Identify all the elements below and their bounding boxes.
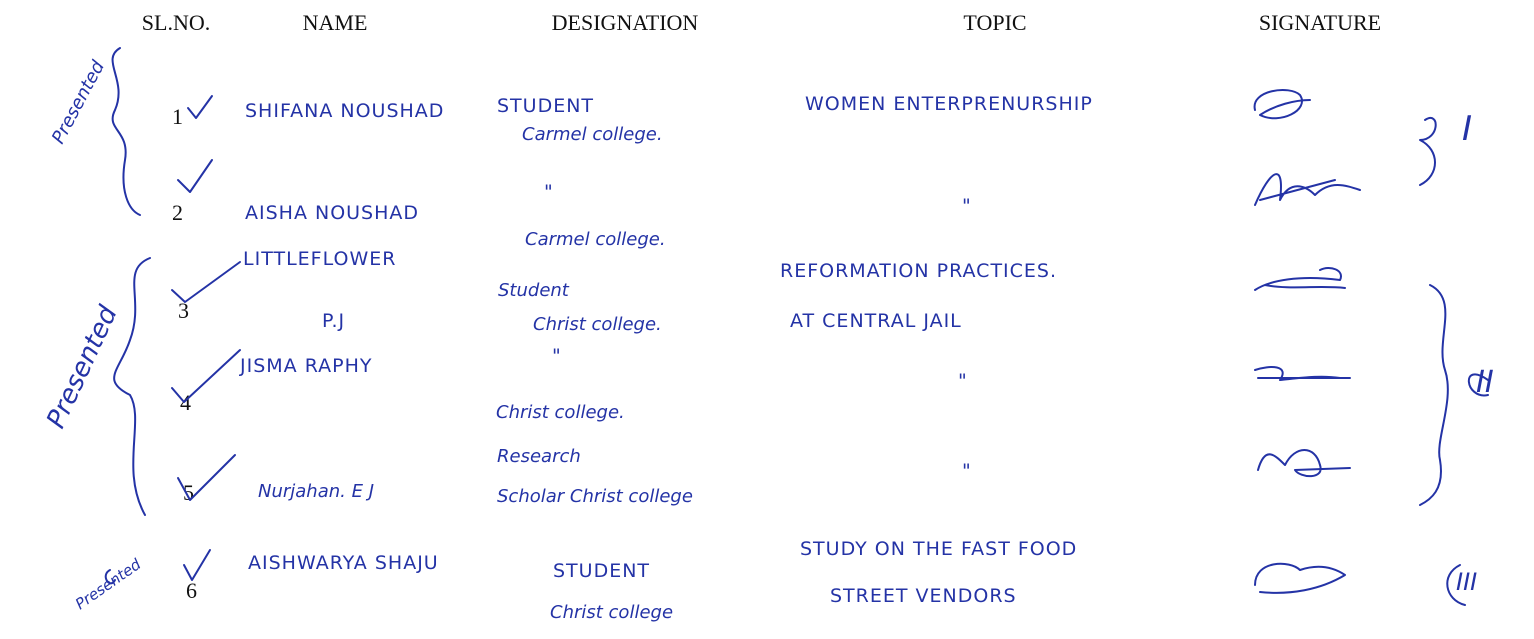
check [171,349,241,403]
group-label: Presented [48,57,109,147]
topic: " [958,370,968,392]
topic: STUDY ON THE FAST FOOD [800,538,1077,560]
group-label: Presented [72,555,145,613]
serial: 6 [186,578,197,603]
topic: " [962,460,972,482]
bracket [1419,284,1449,506]
annotations [104,47,1489,606]
topic: REFORMATION PRACTICES. [780,260,1057,282]
header: SIGNATURE [1259,10,1381,35]
designation: Carmel college. [522,124,663,145]
signature [1254,366,1351,381]
serial: 5 [183,480,194,505]
bracket [1446,564,1466,606]
header: NAME [303,10,368,35]
serial: 1 [172,104,183,129]
designation: Student [498,280,570,301]
bracket [104,569,116,585]
check [177,454,236,501]
signature [1254,562,1346,594]
bracket [1467,373,1489,397]
serial: 4 [180,390,191,415]
topic: " [962,195,972,217]
check [183,549,211,581]
name: LITTLEFLOWER [243,248,396,270]
designation: Research [497,446,581,467]
signature [1257,449,1351,478]
name: SHIFANA NOUSHAD [245,100,444,122]
signature [1254,267,1346,291]
serial: 3 [178,298,189,323]
check [171,261,241,303]
designation: STUDENT [553,560,650,582]
serial: 2 [172,200,183,225]
name: AISHA NOUSHAD [245,202,419,224]
bracket [111,47,141,216]
header: DESIGNATION [552,10,699,35]
group-number: III [1456,568,1477,596]
designation: STUDENT [497,95,594,117]
designation: Scholar Christ college [497,486,693,507]
header: SL.NO. [142,10,210,35]
topic: WOMEN ENTERPRENURSHIP [805,93,1093,115]
name: Nurjahan. E J [258,481,374,502]
designation: Christ college. [533,314,662,335]
designation: " [552,345,562,367]
designation: Carmel college. [525,229,666,250]
name: AISHWARYA SHAJU [248,552,439,574]
header: TOPIC [963,10,1026,35]
designation: " [544,181,554,203]
signature [1253,89,1311,120]
designation: Christ college [550,602,673,623]
group-label: Presented [41,301,124,433]
topic: STREET VENDORS [830,585,1017,607]
bracket [113,257,151,516]
check [187,95,213,119]
name: JISMA RAPHY [239,355,372,377]
bracket [1419,117,1437,186]
check [177,159,213,193]
group-number: I [1462,109,1472,149]
topic: AT CENTRAL JAIL [790,310,962,332]
signature [1254,173,1361,206]
group-number: II [1476,365,1494,400]
designation: Christ college. [496,402,625,423]
name: P.J [322,310,345,332]
